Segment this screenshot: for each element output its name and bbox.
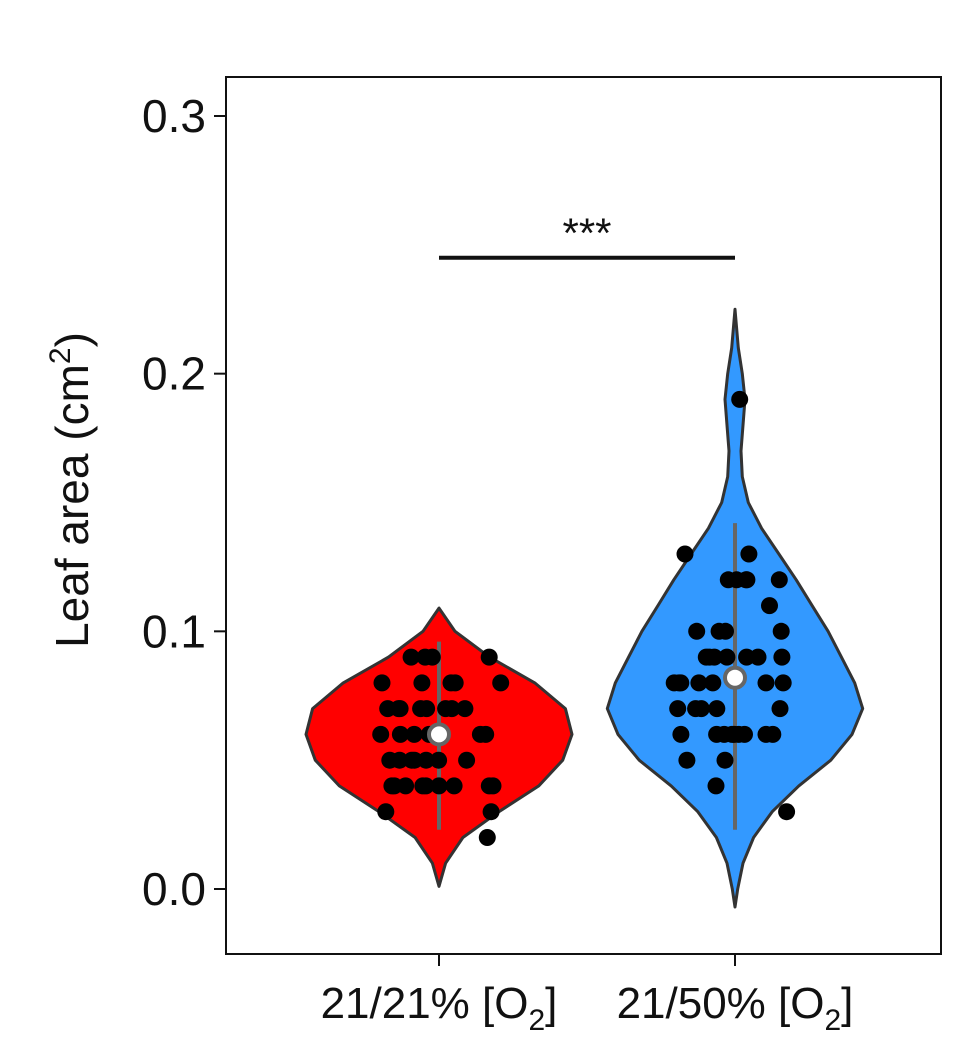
points-layer [372,390,796,846]
data-point [669,700,687,718]
data-point [478,829,496,846]
x-axis: 21/21% [O2] 21/50% [O2] [321,954,854,1037]
data-point [770,571,788,589]
data-point [402,648,420,666]
data-point [692,700,710,718]
data-point [377,803,395,821]
y-tick-label: 0.3 [142,90,206,142]
data-point [445,777,463,795]
data-point [710,622,728,640]
data-point [704,674,722,692]
data-point [373,674,391,692]
y-tick-label: 0.2 [142,348,206,400]
data-point [728,571,746,589]
median-marker [723,665,747,690]
data-point [413,674,431,692]
data-point [716,751,734,769]
data-point [778,803,796,821]
data-point [430,751,448,769]
data-point [773,648,791,666]
median-marker [427,722,451,747]
significance-label: *** [562,210,611,257]
x-category-label: 21/21% [O2] [321,979,558,1037]
data-point [492,674,510,692]
data-point [725,725,743,743]
data-point [688,622,706,640]
data-point [672,674,690,692]
data-point [372,725,390,743]
data-point [391,725,409,743]
y-tick-label: 0.0 [142,863,206,915]
data-point [672,725,690,743]
data-point [757,674,775,692]
data-point [700,648,718,666]
data-point [708,725,726,743]
data-point [482,803,500,821]
data-point [678,751,696,769]
data-point [383,777,401,795]
data-point [761,597,778,615]
data-point [442,674,460,692]
y-axis-label: Leaf area (cm2) [44,332,98,648]
data-point [690,674,708,692]
data-point [390,700,408,718]
data-point [731,390,749,408]
x-category-label: 21/50% [O2] [617,979,854,1037]
data-point [757,725,775,743]
data-point [443,700,461,718]
data-point [772,622,790,640]
data-point [676,545,694,563]
y-axis: 0.0 0.1 0.2 0.3 [142,90,226,915]
data-point [738,648,756,666]
data-point [707,777,725,795]
data-point [430,777,448,795]
data-point [774,674,792,692]
data-point [484,777,502,795]
data-point [771,700,789,718]
data-point [414,777,432,795]
data-point [405,725,423,743]
data-point [471,725,489,743]
data-point [458,751,476,769]
data-point [417,751,435,769]
data-point [456,700,474,718]
data-point [397,777,415,795]
data-point [418,700,436,718]
data-point [423,648,441,666]
data-point [718,648,736,666]
data-point [740,545,758,563]
data-point [405,751,423,769]
data-point [381,751,399,769]
data-point [480,648,498,666]
y-tick-label: 0.1 [142,605,206,657]
data-point [708,700,726,718]
plot-frame [225,76,942,955]
